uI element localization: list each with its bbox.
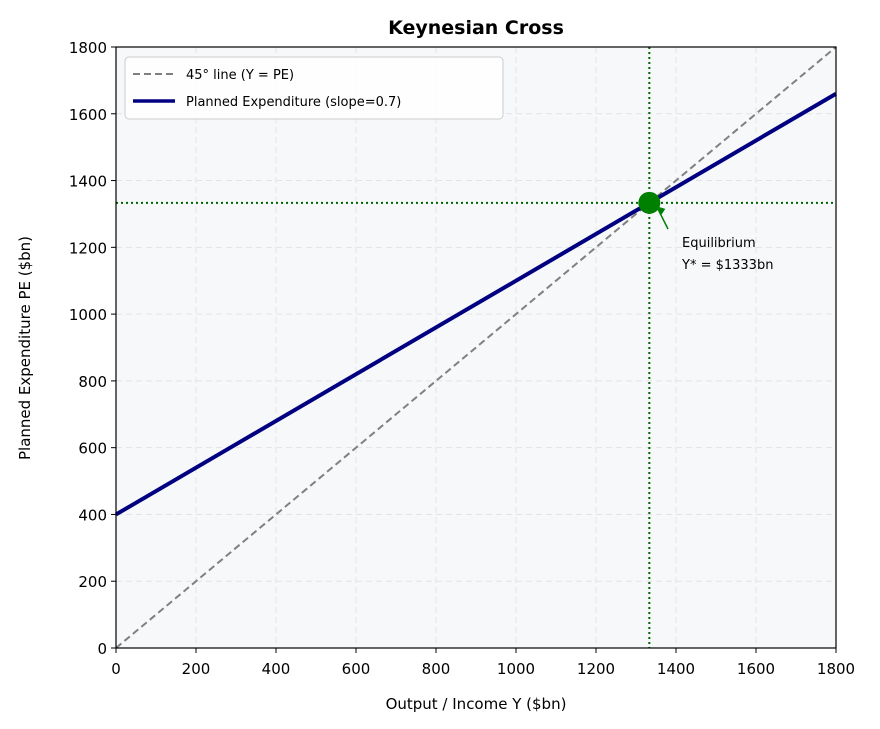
x-tick-label: 1800 (817, 660, 855, 678)
y-tick-label: 1600 (69, 106, 107, 124)
x-tick-label: 800 (422, 660, 451, 678)
y-tick-label: 1200 (69, 239, 107, 257)
x-axis-ticks: 0 200 400 600 800 1000 1200 1400 1600 1800 (111, 648, 855, 678)
equilibrium-label-line2: Y* = $1333bn (681, 258, 773, 273)
y-tick-label: 1400 (69, 173, 107, 191)
x-tick-label: 200 (182, 660, 211, 678)
legend-label-45-line: 45° line (Y = PE) (186, 68, 294, 83)
y-tick-label: 800 (78, 373, 107, 391)
legend: 45° line (Y = PE) Planned Expenditure (s… (124, 56, 504, 120)
y-axis-ticks: 0 200 400 600 800 1000 1200 1400 1600 1800 (69, 39, 116, 658)
x-tick-label: 0 (111, 660, 121, 678)
y-axis-label: Planned Expenditure PE ($bn) (16, 236, 34, 460)
y-tick-label: 600 (78, 440, 107, 458)
x-tick-label: 1400 (657, 660, 695, 678)
x-axis-label: Output / Income Y ($bn) (386, 695, 567, 713)
equilibrium-point (638, 191, 661, 214)
x-tick-label: 1600 (737, 660, 775, 678)
y-tick-label: 1000 (69, 306, 107, 324)
series-lines (114, 46, 838, 649)
y-tick-label: 200 (78, 573, 107, 591)
legend-box (124, 56, 504, 120)
y-tick-label: 400 (78, 506, 107, 524)
series-planned-expenditure-line (114, 92, 838, 517)
x-tick-label: 1200 (577, 660, 615, 678)
legend-label-planned-expenditure: Planned Expenditure (slope=0.7) (186, 95, 401, 110)
plot-frame (115, 46, 837, 649)
x-tick-label: 400 (262, 660, 291, 678)
x-tick-label: 1000 (497, 660, 535, 678)
equilibrium-group (116, 47, 836, 648)
chart-title: Keynesian Cross (388, 17, 564, 39)
y-tick-label: 1800 (69, 39, 107, 57)
series-45-degree-line (115, 46, 837, 649)
equilibrium-label-line1: Equilibrium (682, 236, 756, 251)
x-tick-label: 600 (342, 660, 371, 678)
y-tick-label: 0 (97, 640, 107, 658)
